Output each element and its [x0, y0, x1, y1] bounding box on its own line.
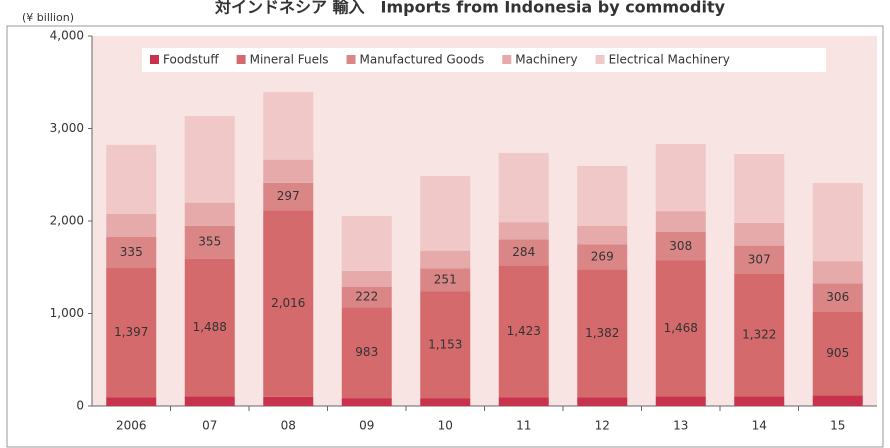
y-tick-label: 2,000: [50, 214, 84, 228]
legend: [142, 48, 826, 72]
bar-segment: [106, 144, 157, 214]
y-tick-label: 3,000: [50, 121, 84, 135]
bar-segment: [420, 398, 471, 406]
x-tick-label: 08: [281, 419, 296, 433]
data-label: 335: [120, 245, 143, 259]
bar-segment: [577, 397, 628, 406]
x-tick-label: 12: [595, 419, 610, 433]
bar-segment: [106, 237, 157, 268]
legend-label: Mineral Fuels: [250, 53, 329, 67]
data-label: 307: [748, 252, 771, 266]
bar-segment: [498, 239, 549, 266]
x-tick-label: 07: [202, 419, 217, 433]
x-tick-label: 10: [438, 419, 453, 433]
bar-segment: [577, 225, 628, 245]
bar-segment: [184, 116, 235, 203]
bar-segment: [184, 225, 235, 259]
bar-segment: [498, 222, 549, 240]
x-tick-label: 15: [830, 419, 845, 433]
data-label: 308: [669, 239, 692, 253]
chart-title: 対インドネシア 輸入 Imports from Indonesia by com…: [214, 0, 726, 17]
y-axis-label: (¥ billion): [22, 11, 74, 24]
bar-segment: [263, 210, 314, 397]
x-tick-label: 2006: [116, 419, 147, 433]
bar-segment: [655, 260, 706, 397]
data-label: 251: [434, 272, 457, 286]
bar-segment: [263, 182, 314, 211]
data-label: 1,488: [193, 320, 227, 334]
data-label: 1,468: [664, 321, 698, 335]
data-label: 355: [198, 235, 221, 249]
bar-segment: [106, 213, 157, 238]
legend-swatch: [502, 55, 512, 64]
bar-segment: [420, 268, 471, 292]
bar-segment: [812, 261, 863, 284]
bar-segment: [341, 270, 392, 287]
legend-swatch: [346, 55, 356, 64]
bar-segment: [655, 232, 706, 261]
data-label: 1,382: [585, 326, 619, 340]
legend-label: Electrical Machinery: [609, 53, 730, 67]
y-tick-label: 0: [76, 399, 84, 413]
bar-segment: [341, 286, 392, 308]
y-tick-label: 4,000: [50, 29, 84, 43]
legend-label: Foodstuff: [163, 53, 219, 67]
bar-segment: [734, 154, 785, 223]
bar-segment: [812, 395, 863, 406]
data-label: 905: [826, 346, 849, 360]
bar-segment: [420, 176, 471, 251]
bar-segment: [184, 202, 235, 226]
bar-segment: [106, 267, 157, 398]
bar-segment: [184, 396, 235, 406]
data-label: 983: [355, 345, 378, 359]
data-label: 1,423: [507, 324, 541, 338]
bar-segment: [341, 398, 392, 406]
bar-segment: [812, 182, 863, 262]
bar-segment: [498, 265, 549, 398]
bar-segment: [577, 244, 628, 270]
bar-segment: [734, 396, 785, 406]
bar-segment: [655, 396, 706, 406]
bar-segment: [498, 153, 549, 223]
bar-segment: [812, 283, 863, 312]
x-tick-label: 11: [516, 419, 531, 433]
x-tick-label: 09: [359, 419, 374, 433]
bar-segment: [655, 144, 706, 212]
bar-segment: [734, 222, 785, 246]
legend-label: Manufactured Goods: [360, 53, 485, 67]
bar-segment: [577, 165, 628, 226]
data-label: 222: [355, 289, 378, 303]
bar-segment: [812, 311, 863, 396]
data-label: 284: [512, 245, 535, 259]
bar-segment: [655, 211, 706, 233]
bar-segment: [734, 274, 785, 397]
bar-segment: [420, 291, 471, 399]
bar-segment: [341, 216, 392, 271]
bar-segment: [734, 245, 785, 275]
data-label: 306: [826, 290, 849, 304]
legend-swatch: [236, 55, 246, 64]
bar-segment: [263, 396, 314, 406]
data-label: 1,322: [742, 328, 776, 342]
x-tick-label: 14: [752, 419, 767, 433]
bar-segment: [106, 397, 157, 406]
x-tick-label: 13: [673, 419, 688, 433]
bar-segment: [263, 159, 314, 183]
bar-segment: [577, 269, 628, 398]
legend-swatch: [150, 55, 159, 64]
bar-segment: [341, 307, 392, 399]
bar-segment: [420, 250, 471, 269]
data-label: 2,016: [271, 296, 305, 310]
bar-segment: [263, 91, 314, 160]
legend-swatch: [595, 55, 605, 64]
data-label: 297: [277, 189, 300, 203]
bar-segment: [498, 397, 549, 406]
y-tick-label: 1,000: [50, 306, 84, 320]
bar-segment: [184, 258, 235, 397]
data-label: 1,153: [428, 337, 462, 351]
legend-label: Machinery: [515, 53, 577, 67]
data-label: 1,397: [114, 325, 148, 339]
data-label: 269: [591, 249, 614, 263]
